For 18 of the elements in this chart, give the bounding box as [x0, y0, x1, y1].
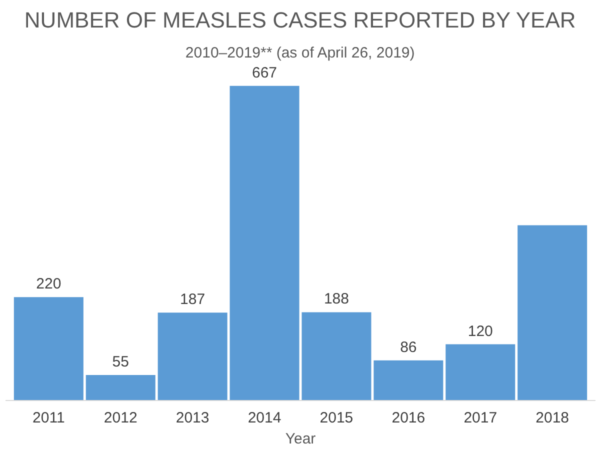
- data-label: 667: [252, 64, 278, 82]
- chart-subtitle: 2010–2019** (as of April 26, 2019): [185, 44, 415, 62]
- chart-title: NUMBER OF MEASLES CASES REPORTED BY YEAR: [24, 8, 576, 32]
- data-label: 188: [324, 290, 349, 308]
- x-tick-label: 2015: [320, 410, 354, 426]
- x-tick-label: 2011: [32, 410, 65, 426]
- x-tick-label: 2014: [248, 410, 282, 426]
- x-tick-label: 2013: [176, 410, 210, 426]
- x-tick-label: 2018: [536, 410, 570, 426]
- x-tick-label: 2012: [104, 410, 138, 426]
- x-axis-title: Year: [285, 430, 316, 448]
- data-label: 86: [400, 338, 417, 356]
- data-label: 120: [468, 322, 493, 340]
- data-label: 220: [36, 276, 62, 293]
- x-tick-label: 2017: [464, 410, 498, 426]
- data-label: 187: [180, 291, 206, 308]
- data-label: 55: [112, 354, 129, 371]
- x-tick-label: 2016: [392, 410, 426, 426]
